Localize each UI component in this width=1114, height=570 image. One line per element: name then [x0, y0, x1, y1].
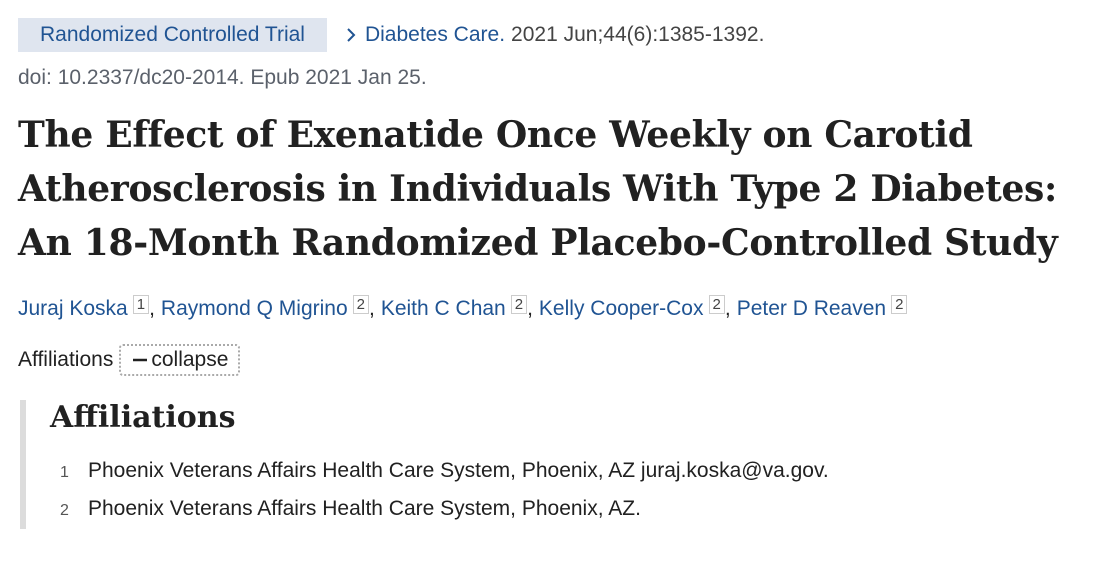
affiliation-ref[interactable]: 2	[352, 295, 369, 314]
affiliation-item: 1 Phoenix Veterans Affairs Health Care Sy…	[50, 453, 1096, 491]
author-link[interactable]: Kelly Cooper-Cox	[538, 297, 704, 320]
publication-type: Randomized Controlled Trial	[18, 18, 327, 52]
collapse-text: collapse	[151, 348, 229, 371]
author: Raymond Q Migrino 2	[160, 295, 381, 320]
affiliation-number: 1	[60, 464, 69, 481]
affiliation-ref[interactable]: 2	[708, 295, 725, 314]
article-title: The Effect of Exenatide Once Weekly on C…	[18, 114, 1058, 264]
article-header: Randomized Controlled Trial Diabetes Car…	[18, 18, 1096, 529]
chevron-icon	[347, 28, 356, 42]
author-link[interactable]: Raymond Q Migrino	[160, 297, 348, 320]
affiliation-list: 1 Phoenix Veterans Affairs Health Care Sy…	[50, 453, 1096, 529]
author: Keith C Chan 2	[380, 295, 539, 320]
author: Juraj Koska 1	[18, 295, 161, 320]
collapse-button[interactable]: collapse	[119, 344, 241, 376]
minus-icon	[133, 358, 148, 362]
affiliations-panel: Affiliations 1 Phoenix Veterans Affairs H…	[20, 400, 1096, 529]
doi: doi: 10.2337/dc20-2014. Epub 2021 Jan 25…	[18, 66, 427, 89]
author-link[interactable]: Juraj Koska	[18, 297, 128, 320]
citation-details: 2021 Jun;44(6):1385-1392.	[511, 23, 765, 46]
affiliation-ref[interactable]: 2	[510, 295, 528, 314]
affiliations-toggle: Affiliations collapse	[18, 344, 1096, 376]
author: Peter D Reaven 2	[736, 295, 908, 320]
toggle-label: Affiliations	[18, 348, 114, 371]
citation: Diabetes Care. 2021 Jun;44(6):1385-1392.	[345, 23, 764, 47]
affiliations-heading: Affiliations	[50, 400, 236, 435]
journal-link[interactable]: Diabetes Care.	[364, 23, 506, 46]
affiliation-text: Phoenix Veterans Affairs Health Care Sys…	[88, 497, 641, 520]
affiliation-ref[interactable]: 1	[132, 295, 150, 314]
author-link[interactable]: Keith C Chan	[380, 297, 506, 320]
top-line: Randomized Controlled Trial Diabetes Car…	[18, 18, 1096, 52]
author-list: Juraj Koska1Raymond Q Migrino2Keith C Ch…	[18, 290, 1096, 324]
affiliation-ref[interactable]: 2	[891, 295, 908, 314]
author-link[interactable]: Peter D Reaven	[736, 297, 887, 320]
affiliation-text: Phoenix Veterans Affairs Health Care Sys…	[88, 459, 829, 482]
affiliation-item: 2 Phoenix Veterans Affairs Health Care Sy…	[50, 491, 1096, 529]
author: Kelly Cooper-Cox 2	[538, 295, 737, 320]
affiliation-number: 2	[60, 502, 69, 519]
